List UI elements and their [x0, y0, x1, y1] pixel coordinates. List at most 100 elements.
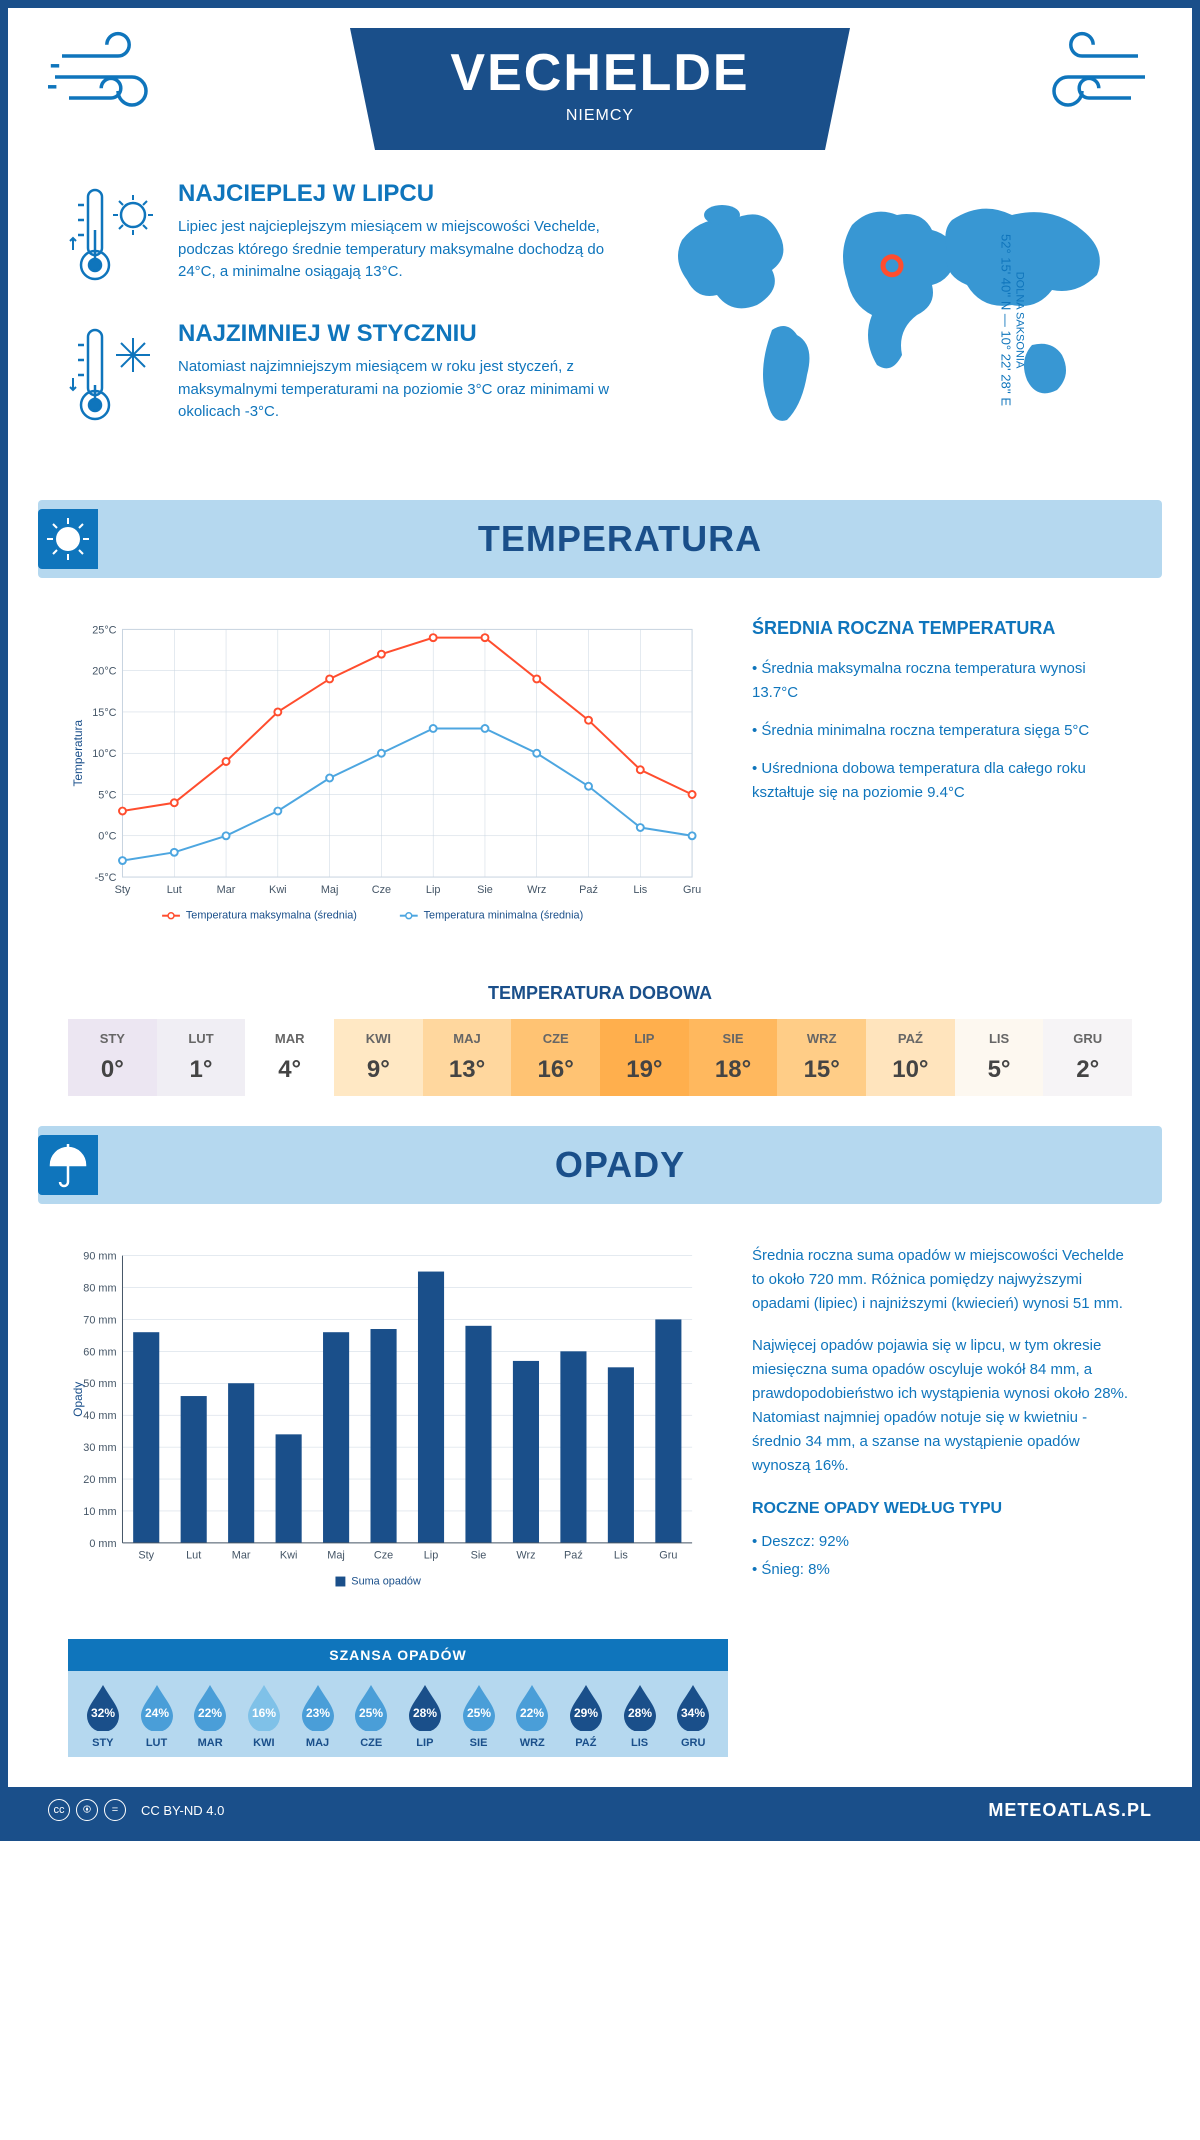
coords-text: 52° 15' 40'' N — 10° 22' 28'' E — [999, 234, 1014, 406]
svg-text:28%: 28% — [413, 1706, 437, 1720]
svg-text:25%: 25% — [359, 1706, 383, 1720]
svg-text:15°C: 15°C — [92, 707, 116, 719]
precip-para-1: Średnia roczna suma opadów w miejscowośc… — [752, 1244, 1132, 1316]
svg-text:Temperatura minimalna (średnia: Temperatura minimalna (średnia) — [424, 910, 584, 922]
svg-text:Sty: Sty — [138, 1550, 154, 1562]
daily-month: GRU — [1047, 1031, 1128, 1046]
svg-text:24%: 24% — [144, 1706, 168, 1720]
svg-text:80 mm: 80 mm — [83, 1282, 116, 1294]
chance-month: MAJ — [291, 1737, 345, 1749]
chance-cell: 25%SIE — [452, 1683, 506, 1749]
region-name: DOLNA SAKSONIA — [1014, 170, 1026, 470]
chance-month: LIS — [613, 1737, 667, 1749]
svg-text:34%: 34% — [681, 1706, 705, 1720]
precip-text: Średnia roczna suma opadów w miejscowośc… — [752, 1244, 1132, 1609]
daily-value: 13° — [427, 1056, 508, 1084]
daily-month: LIS — [959, 1031, 1040, 1046]
wind-icon-right — [1012, 28, 1152, 131]
warmest-title: NAJCIEPLEJ W LIPCU — [178, 180, 612, 208]
svg-text:Temperatura maksymalna (średni: Temperatura maksymalna (średnia) — [186, 910, 357, 922]
temp-section-header: TEMPERATURA — [38, 500, 1162, 578]
svg-text:-5°C: -5°C — [95, 872, 117, 884]
map-wrap: DOLNA SAKSONIA 52° 15' 40'' N — 10° 22' … — [652, 180, 1132, 460]
daily-month: KWI — [338, 1031, 419, 1046]
precip-section-header: OPADY — [38, 1126, 1162, 1204]
coldest-desc: Natomiast najzimniejszym miesiącem w rok… — [178, 356, 612, 424]
svg-text:Lut: Lut — [186, 1550, 201, 1562]
coordinates: DOLNA SAKSONIA 52° 15' 40'' N — 10° 22' … — [999, 170, 1026, 470]
daily-value: 19° — [604, 1056, 685, 1084]
svg-text:10 mm: 10 mm — [83, 1506, 116, 1518]
svg-text:Suma opadów: Suma opadów — [351, 1575, 421, 1587]
svg-text:32%: 32% — [91, 1706, 115, 1720]
chance-cell: 16% KWI — [237, 1683, 291, 1749]
nd-icon: = — [104, 1799, 126, 1821]
temp-chart-wrap: -5°C0°C5°C10°C15°C20°C25°CStyLutMarKwiMa… — [68, 618, 702, 943]
svg-text:25°C: 25°C — [92, 624, 116, 636]
chance-month: LUT — [130, 1737, 184, 1749]
svg-text:Kwi: Kwi — [269, 884, 287, 896]
info-row: NAJCIEPLEJ W LIPCU Lipiec jest najcieple… — [8, 160, 1192, 490]
svg-text:Gru: Gru — [659, 1550, 677, 1562]
daily-value: 10° — [870, 1056, 951, 1084]
title-wrap: VECHELDE NIEMCY — [188, 28, 1012, 150]
svg-text:Sty: Sty — [115, 884, 131, 896]
raindrop-icon: 25% — [459, 1683, 499, 1731]
daily-cell: MAJ13° — [423, 1019, 512, 1096]
daily-month: LIP — [604, 1031, 685, 1046]
raindrop-icon: 28% — [620, 1683, 660, 1731]
raindrop-icon: 23% — [298, 1683, 338, 1731]
temp-stat-3: • Uśredniona dobowa temperatura dla całe… — [752, 757, 1132, 805]
svg-text:0°C: 0°C — [98, 831, 116, 843]
svg-text:Lis: Lis — [633, 884, 647, 896]
coldest-text: NAJZIMNIEJ W STYCZNIU Natomiast najzimni… — [178, 320, 612, 435]
svg-text:0 mm: 0 mm — [89, 1538, 116, 1550]
svg-text:Sie: Sie — [477, 884, 493, 896]
raindrop-icon: 16% — [244, 1683, 284, 1731]
svg-text:Cze: Cze — [372, 884, 391, 896]
precip-type-title: ROCZNE OPADY WEDŁUG TYPU — [752, 1496, 1132, 1522]
svg-text:70 mm: 70 mm — [83, 1314, 116, 1326]
precip-rain: • Deszcz: 92% — [752, 1530, 1132, 1554]
umbrella-icon — [38, 1135, 98, 1195]
country-name: NIEMCY — [410, 107, 790, 125]
raindrop-icon: 34% — [673, 1683, 713, 1731]
chance-month: KWI — [237, 1737, 291, 1749]
chance-cell: 28%LIP — [398, 1683, 452, 1749]
raindrop-icon: 24% — [137, 1683, 177, 1731]
sun-icon — [38, 509, 98, 569]
svg-text:25%: 25% — [467, 1706, 491, 1720]
svg-text:Wrz: Wrz — [527, 884, 546, 896]
wind-icon-left — [48, 28, 188, 131]
precip-chart-wrap: 0 mm10 mm20 mm30 mm40 mm50 mm60 mm70 mm8… — [68, 1244, 702, 1609]
svg-text:22%: 22% — [198, 1706, 222, 1720]
daily-month: LUT — [161, 1031, 242, 1046]
coldest-block: NAJZIMNIEJ W STYCZNIU Natomiast najzimni… — [68, 320, 612, 435]
chance-cell: 34%GRU — [666, 1683, 720, 1749]
svg-text:Cze: Cze — [374, 1550, 393, 1562]
chance-cell: 23% MAJ — [291, 1683, 345, 1749]
precip-title: OPADY — [118, 1144, 1122, 1186]
cc-icon: cc — [48, 1799, 70, 1821]
chance-cell: 22%WRZ — [505, 1683, 559, 1749]
svg-text:20°C: 20°C — [92, 666, 116, 678]
chance-cell: 25%CZE — [344, 1683, 398, 1749]
temp-stat-2: • Średnia minimalna roczna temperatura s… — [752, 719, 1132, 743]
svg-text:10°C: 10°C — [92, 748, 116, 760]
raindrop-icon: 25% — [351, 1683, 391, 1731]
coldest-title: NAJZIMNIEJ W STYCZNIU — [178, 320, 612, 348]
chance-row: 32%STY24%LUT22%MAR16%KWI23%MAJ25%CZE28%L… — [68, 1671, 728, 1757]
thermometer-sun-icon — [68, 180, 158, 295]
daily-cell: LIS5° — [955, 1019, 1044, 1096]
temp-stats: ŚREDNIA ROCZNA TEMPERATURA • Średnia mak… — [752, 618, 1132, 943]
license-text: CC BY-ND 4.0 — [141, 1803, 224, 1818]
svg-text:22%: 22% — [520, 1706, 544, 1720]
precipitation-bar-chart: 0 mm10 mm20 mm30 mm40 mm50 mm60 mm70 mm8… — [68, 1244, 702, 1604]
chance-cell: 29%PAŹ — [559, 1683, 613, 1749]
daily-cell: MAR4° — [245, 1019, 334, 1096]
warmest-desc: Lipiec jest najcieplejszym miesiącem w m… — [178, 216, 612, 284]
warmest-block: NAJCIEPLEJ W LIPCU Lipiec jest najcieple… — [68, 180, 612, 295]
raindrop-icon: 22% — [512, 1683, 552, 1731]
daily-value: 0° — [72, 1056, 153, 1084]
raindrop-icon: 32% — [83, 1683, 123, 1731]
